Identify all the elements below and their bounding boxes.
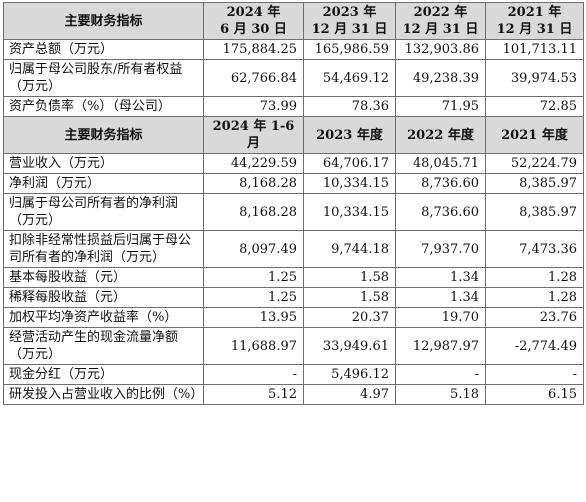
value-cell: 1.34 [395, 287, 486, 308]
value-cell: 10,334.15 [303, 193, 396, 231]
value-cell: 1.58 [303, 267, 396, 288]
value-cell: 7,473.36 [485, 230, 584, 268]
header-row-balance: 主要财务指标 2024 年 6 月 30 日 2023 年 12 月 31 日 20… [3, 2, 584, 40]
value-cell: 4.97 [303, 384, 396, 405]
header-date-line2: 12 月 31 日 [402, 22, 479, 37]
header-date-line1: 2021 年 [507, 5, 562, 20]
value-cell: 8,168.28 [203, 173, 304, 194]
header-date-2021: 2021 年 12 月 31 日 [485, 2, 584, 40]
value-cell: 72.85 [485, 96, 584, 117]
value-cell: 8,168.28 [203, 193, 304, 231]
table-row: 营业收入（万元） 44,229.59 64,706.17 48,045.71 52,22… [3, 153, 584, 174]
value-cell: 8,097.49 [203, 230, 304, 268]
header-period-2022: 2022 年度 [395, 116, 486, 154]
header-label: 主要财务指标 [3, 2, 204, 40]
value-cell: 19.70 [395, 307, 486, 328]
value-cell: 20.37 [303, 307, 396, 328]
value-cell: - [395, 364, 486, 385]
row-label: 研发投入占营业收入的比例（%） [3, 384, 204, 405]
value-cell: 54,469.12 [303, 59, 396, 97]
header-date-line2: 12 月 31 日 [496, 22, 573, 37]
value-cell: -2,774.49 [485, 327, 584, 365]
row-label: 现金分红（万元） [3, 364, 204, 385]
value-cell: 39,974.53 [485, 59, 584, 97]
header-date-2023: 2023 年 12 月 31 日 [303, 2, 396, 40]
value-cell: 49,238.39 [395, 59, 486, 97]
row-label: 营业收入（万元） [3, 153, 204, 174]
financial-indicators-table: 主要财务指标 2024 年 6 月 30 日 2023 年 12 月 31 日 20… [3, 2, 584, 405]
header-date-line1: 2024 年 [226, 5, 281, 20]
row-label: 归属于母公司股东/所有者权益（万元） [3, 59, 204, 97]
header-period-2024h1: 2024 年 1-6 月 [203, 116, 304, 154]
header-date-line1: 2022 年 [413, 5, 468, 20]
value-cell: 78.36 [303, 96, 396, 117]
header-date-line2: 6 月 30 日 [220, 22, 287, 37]
row-label: 扣除非经常性损益后归属于母公司所有者的净利润（万元） [3, 230, 204, 268]
value-cell: 44,229.59 [203, 153, 304, 174]
value-cell: 132,903.86 [395, 39, 486, 60]
value-cell: 1.25 [203, 287, 304, 308]
value-cell: 175,884.25 [203, 39, 304, 60]
row-label: 基本每股收益（元） [3, 267, 204, 288]
row-label: 净利润（万元） [3, 173, 204, 194]
table-row: 净利润（万元） 8,168.28 10,334.15 8,736.60 8,385.97 [3, 173, 584, 194]
value-cell: 71.95 [395, 96, 486, 117]
table-row: 经营活动产生的现金流量净额（万元） 11,688.97 33,949.61 12,98… [3, 327, 584, 365]
header-label: 主要财务指标 [3, 116, 204, 154]
value-cell: 8,736.60 [395, 173, 486, 194]
value-cell: 5.18 [395, 384, 486, 405]
table-row: 稀释每股收益（元） 1.25 1.58 1.34 1.28 [3, 287, 584, 308]
header-period-2023: 2023 年度 [303, 116, 396, 154]
value-cell: 9,744.18 [303, 230, 396, 268]
value-cell: 11,688.97 [203, 327, 304, 365]
row-label: 资产负债率（%）（母公司） [3, 96, 204, 117]
value-cell: 23.76 [485, 307, 584, 328]
table-row: 归属于母公司股东/所有者权益（万元） 62,766.84 54,469.12 49,2… [3, 59, 584, 97]
value-cell: 73.99 [203, 96, 304, 117]
value-cell: 1.28 [485, 287, 584, 308]
value-cell: - [485, 364, 584, 385]
value-cell: 101,713.11 [485, 39, 584, 60]
value-cell: 8,385.97 [485, 173, 584, 194]
value-cell: 165,986.59 [303, 39, 396, 60]
value-cell: 52,224.79 [485, 153, 584, 174]
table-row: 基本每股收益（元） 1.25 1.58 1.34 1.28 [3, 267, 584, 288]
value-cell: 5,496.12 [303, 364, 396, 385]
row-label: 加权平均净资产收益率（%） [3, 307, 204, 328]
value-cell: 1.28 [485, 267, 584, 288]
table-row: 现金分红（万元） -5,496.12- - [3, 364, 584, 385]
table-row: 资产负债率（%）（母公司） 73.99 78.36 71.95 72.85 [3, 96, 584, 117]
table-row: 研发投入占营业收入的比例（%） 5.12 4.97 5.18 6.15 [3, 384, 584, 405]
table-row: 资产总额（万元） 175,884.25 165,986.59 132,903.86 10… [3, 39, 584, 60]
table-row: 加权平均净资产收益率（%） 13.95 20.37 19.70 23.76 [3, 307, 584, 328]
value-cell: 8,736.60 [395, 193, 486, 231]
value-cell: 64,706.17 [303, 153, 396, 174]
value-cell: 12,987.97 [395, 327, 486, 365]
header-date-2022: 2022 年 12 月 31 日 [395, 2, 486, 40]
table-row: 扣除非经常性损益后归属于母公司所有者的净利润（万元） 8,097.49 9,744.… [3, 230, 584, 268]
row-label: 归属于母公司所有者的净利润（万元） [3, 193, 204, 231]
table-row: 归属于母公司所有者的净利润（万元） 8,168.28 10,334.15 8,736.… [3, 193, 584, 231]
value-cell: 48,045.71 [395, 153, 486, 174]
value-cell: 6.15 [485, 384, 584, 405]
value-cell: 33,949.61 [303, 327, 396, 365]
value-cell: 10,334.15 [303, 173, 396, 194]
row-label: 稀释每股收益（元） [3, 287, 204, 308]
value-cell: 13.95 [203, 307, 304, 328]
value-cell: 1.25 [203, 267, 304, 288]
header-date-line2: 12 月 31 日 [311, 22, 388, 37]
value-cell: - [203, 364, 304, 385]
header-row-income: 主要财务指标 2024 年 1-6 月 2023 年度 2022 年度 2021… [3, 116, 584, 154]
row-label: 资产总额（万元） [3, 39, 204, 60]
row-label: 经营活动产生的现金流量净额（万元） [3, 327, 204, 365]
header-period-2021: 2021 年度 [485, 116, 584, 154]
value-cell: 62,766.84 [203, 59, 304, 97]
value-cell: 5.12 [203, 384, 304, 405]
header-date-2024h1: 2024 年 6 月 30 日 [203, 2, 304, 40]
value-cell: 1.34 [395, 267, 486, 288]
header-date-line1: 2023 年 [322, 5, 377, 20]
value-cell: 7,937.70 [395, 230, 486, 268]
value-cell: 8,385.97 [485, 193, 584, 231]
value-cell: 1.58 [303, 287, 396, 308]
